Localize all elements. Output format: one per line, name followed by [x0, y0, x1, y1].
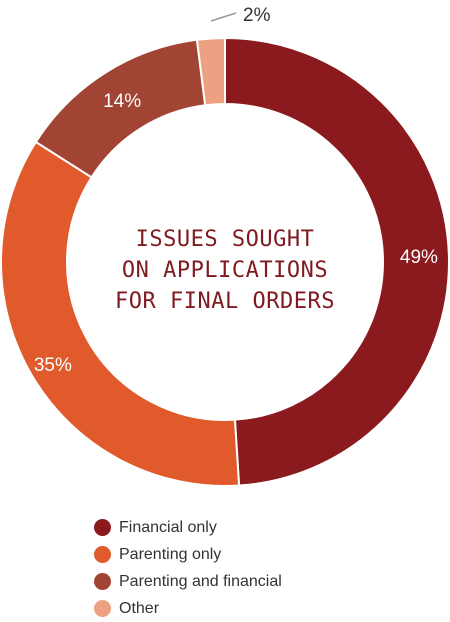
- legend-swatch-parenting-and-financial: [94, 573, 111, 590]
- legend-label-parenting-and-financial: Parenting and financial: [119, 572, 282, 590]
- legend-item-other: Other: [94, 595, 282, 622]
- slice-label-parenting-and-financial: 14%: [103, 91, 141, 112]
- legend-label-parenting-only: Parenting only: [119, 545, 222, 563]
- donut-chart: 49% 35% 14% 2% ISSUES SOUGHT ON APPLICATION…: [0, 5, 450, 487]
- chart-title-line-3: FOR FINAL ORDERS: [115, 289, 335, 314]
- legend: Financial only Parenting only Parenting …: [94, 514, 282, 622]
- legend-item-parenting-and-financial: Parenting and financial: [94, 568, 282, 595]
- slice-other: [195, 36, 226, 107]
- slice-label-other: 2%: [243, 5, 271, 26]
- chart-title-line-1: ISSUES SOUGHT: [136, 227, 315, 252]
- donut-slices: [0, 36, 450, 487]
- legend-item-financial-only: Financial only: [94, 514, 282, 541]
- legend-label-financial-only: Financial only: [119, 518, 217, 536]
- slice-labels: 49% 35% 14% 2%: [34, 5, 438, 376]
- legend-item-parenting-only: Parenting only: [94, 541, 282, 568]
- legend-swatch-other: [94, 600, 111, 617]
- slice-label-parenting-only: 35%: [34, 355, 72, 376]
- legend-label-other: Other: [119, 599, 160, 617]
- slice-label-financial-only: 49%: [400, 247, 438, 268]
- chart-title-line-2: ON APPLICATIONS: [122, 258, 328, 283]
- slice-financial-only: [224, 36, 450, 487]
- legend-swatch-financial-only: [94, 519, 111, 536]
- other-leader-line: [210, 12, 237, 22]
- slice-parenting-only: [0, 140, 241, 487]
- legend-swatch-parenting-only: [94, 546, 111, 563]
